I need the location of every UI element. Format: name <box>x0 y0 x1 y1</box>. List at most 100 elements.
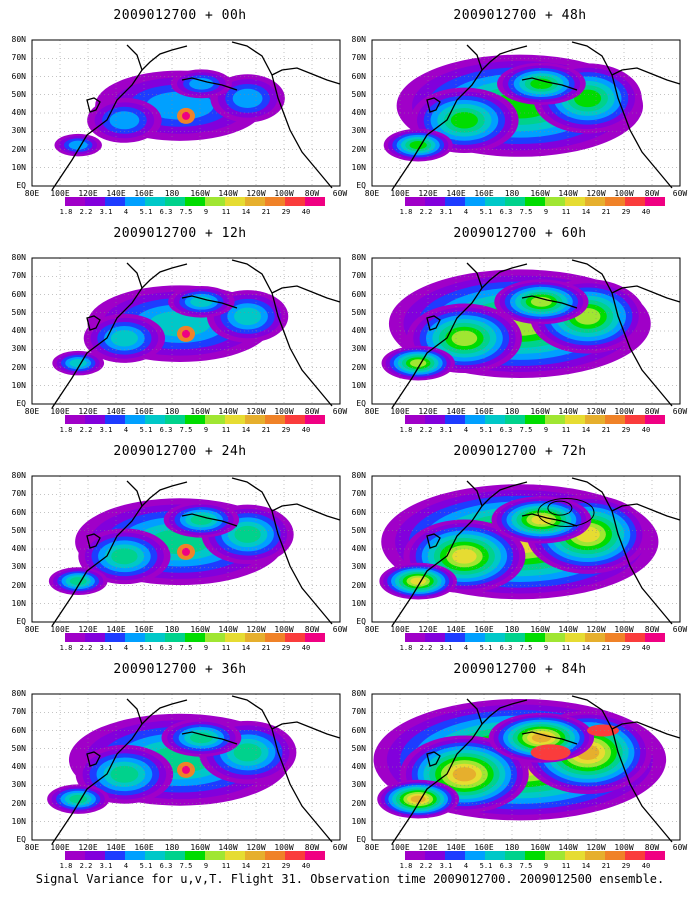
coastline <box>571 477 673 625</box>
variance-map <box>31 39 341 191</box>
lat-label: 10N <box>11 816 26 826</box>
colorbar-label: 5.1 <box>139 644 153 652</box>
lon-axis: 80E 100E 120E 140E 160E 180 160W 140W 120W 100W 80… <box>362 625 690 635</box>
lat-label: 10N <box>351 598 366 608</box>
colorbar-label: 9 <box>543 208 549 216</box>
lat-label: 20N <box>11 144 26 154</box>
colorbar-swatch <box>305 851 325 860</box>
lat-label: 30N <box>11 344 26 354</box>
lon-axis: 80E 100E 120E 140E 160E 180 160W 140W 120W 100W 80… <box>22 407 350 417</box>
lon-label: 140E <box>106 625 126 634</box>
coastline <box>426 315 441 331</box>
coastline <box>571 695 673 843</box>
variance-contour <box>233 743 262 762</box>
variance-map <box>371 475 681 627</box>
lon-label: 80W <box>304 407 320 416</box>
coastline <box>426 97 441 113</box>
map-panel-48h: 2009012700 + 48h 80N 70N 60N 50N 40N 30N 20N 10N… <box>350 0 690 225</box>
colorbar-label: 21 <box>261 862 271 870</box>
colorbar-label: 40 <box>641 426 651 434</box>
lat-label: 20N <box>351 362 366 372</box>
colorbar-label: 11 <box>561 862 571 870</box>
map-frame <box>31 475 341 623</box>
colorbar-swatch <box>225 197 245 206</box>
lon-label: 160W <box>190 625 210 634</box>
colorbar-label: 5.1 <box>139 862 153 870</box>
lat-label: 60N <box>351 507 366 517</box>
colorbar-label: 40 <box>641 644 651 652</box>
colorbar-swatch <box>585 415 605 424</box>
lat-label: 60N <box>11 725 26 735</box>
variance-contour <box>68 140 88 150</box>
panel-title: 2009012700 + 24h <box>113 444 247 459</box>
coastline <box>181 295 238 309</box>
lat-label: 20N <box>351 798 366 808</box>
colorbar-swatch <box>105 197 125 206</box>
lon-label: 100W <box>614 407 634 416</box>
lon-label: 120W <box>586 189 606 198</box>
lat-label: 60N <box>351 725 366 735</box>
colorbar-swatch <box>65 633 85 642</box>
colorbar-swatch <box>525 415 545 424</box>
colorbar-swatch <box>625 851 645 860</box>
coastline <box>521 77 578 91</box>
lat-label: 80N <box>11 253 26 262</box>
lat-label: 60N <box>351 289 366 299</box>
variance-contour <box>110 765 139 783</box>
colorbar-swatch <box>545 851 565 860</box>
colorbar-swatch <box>465 415 485 424</box>
lon-label: 80E <box>364 843 380 852</box>
colorbar-swatch <box>565 633 585 642</box>
variance-map <box>31 257 341 409</box>
colorbar-label: 1.8 <box>59 208 73 216</box>
colorbar-label: 4 <box>123 426 129 434</box>
lat-label: 60N <box>351 71 366 81</box>
colorbar-swatch <box>645 633 665 642</box>
colorbar-swatch <box>305 415 325 424</box>
colorbar-swatch <box>205 851 225 860</box>
lon-label: 180 <box>504 625 520 634</box>
coastline <box>86 315 101 331</box>
colorbar-swatch <box>305 197 325 206</box>
panel-title: 2009012700 + 60h <box>453 226 587 241</box>
lon-label: 120W <box>586 625 606 634</box>
lon-label: 140W <box>558 407 578 416</box>
colorbar-label: 6.3 <box>159 426 173 434</box>
panel-title: 2009012700 + 72h <box>453 444 587 459</box>
colorbar-label: 11 <box>221 862 231 870</box>
colorbar-label: 21 <box>601 208 611 216</box>
colorbar-swatch <box>585 851 605 860</box>
lon-label: 180 <box>504 843 520 852</box>
colorbar-swatch <box>185 851 205 860</box>
colorbar-label: 29 <box>281 862 291 870</box>
coastline <box>571 41 673 189</box>
colorbar-swatch <box>445 197 465 206</box>
lon-label: 120W <box>586 407 606 416</box>
lon-label: 60W <box>672 189 688 198</box>
map-panel-24h: 2009012700 + 24h 80N 70N 60N 50N 40N 30N 20N 10N… <box>10 436 350 661</box>
colorbar-swatch <box>605 633 625 642</box>
lon-label: 120E <box>78 407 98 416</box>
colorbar-label: 4 <box>463 644 469 652</box>
lon-label: 120W <box>246 843 266 852</box>
map-frame <box>371 693 681 841</box>
lat-label: 30N <box>351 126 366 136</box>
lon-axis: 80E 100E 120E 140E 160E 180 160W 140W 120W 100W 80… <box>22 625 350 635</box>
colorbar-label: 1.8 <box>399 208 413 216</box>
lon-label: 80E <box>364 625 380 634</box>
lon-label: 140W <box>558 843 578 852</box>
lon-label: 180 <box>164 625 180 634</box>
lat-label: 50N <box>11 743 26 753</box>
colorbar-swatch <box>245 851 265 860</box>
coastline <box>181 513 238 527</box>
colorbar-label: 40 <box>641 862 651 870</box>
coastline <box>521 295 578 309</box>
colorbar-swatch <box>585 633 605 642</box>
colorbar-label: 21 <box>601 426 611 434</box>
lon-label: 160E <box>134 407 154 416</box>
variance-contour <box>190 296 213 308</box>
colorbar-label: 3.1 <box>439 426 453 434</box>
lat-label: 30N <box>11 126 26 136</box>
colorbar-swatch <box>185 415 205 424</box>
variance-hotspot <box>182 765 190 774</box>
